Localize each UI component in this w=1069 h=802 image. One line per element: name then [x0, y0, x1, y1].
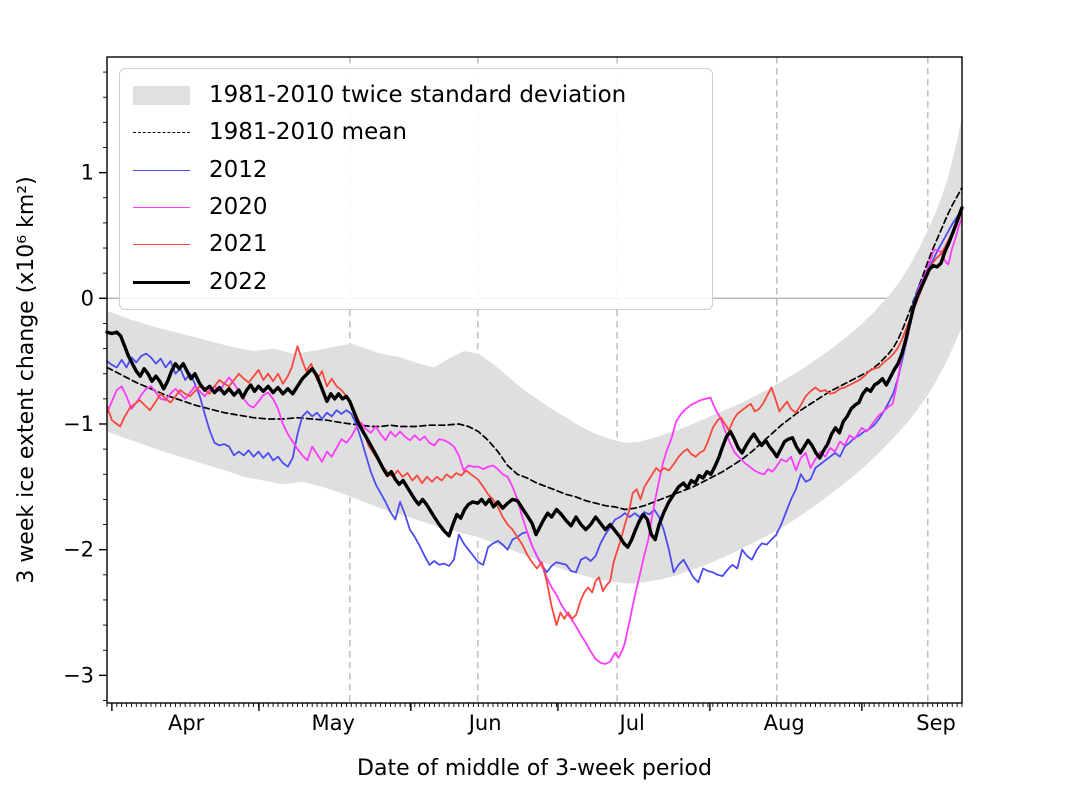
legend-label: 1981-2010 twice standard deviation	[209, 82, 627, 109]
line-swatch-icon	[133, 169, 190, 171]
y-axis-label: 3 week ice extent change (x10⁶ km²)	[14, 176, 39, 583]
y-tick-label: −1	[63, 412, 94, 436]
line-swatch-icon	[133, 207, 190, 209]
legend-label: 2020	[209, 194, 268, 221]
series-line-2021	[106, 209, 963, 626]
legend-row: 2022	[133, 265, 704, 299]
legend-swatch-graphic	[133, 207, 190, 209]
legend-row: 2012	[133, 153, 704, 187]
month-label-sep: Sep	[916, 711, 956, 735]
legend-label: 2021	[209, 231, 268, 258]
band-swatch-icon	[133, 86, 190, 106]
line-swatch-icon	[133, 280, 190, 284]
month-label-may: May	[311, 711, 354, 735]
month-label-jun: Jun	[467, 711, 502, 735]
plot-frame	[106, 56, 963, 704]
x-axis-label: Date of middle of 3-week period	[357, 756, 712, 781]
dashed-line-swatch-icon	[133, 132, 190, 134]
legend-swatch-graphic	[133, 86, 190, 106]
legend-swatch-graphic	[133, 132, 190, 134]
series-line-2020	[106, 217, 963, 665]
line-swatch-icon	[133, 244, 190, 246]
legend-row: 1981-2010 mean	[133, 116, 704, 150]
legend-label: 2012	[209, 156, 268, 183]
legend-swatch-graphic	[133, 280, 190, 284]
y-tick-label: 0	[81, 286, 94, 310]
legend-row: 1981-2010 twice standard deviation	[133, 79, 704, 113]
month-label-apr: Apr	[168, 711, 205, 735]
legend-swatch-graphic	[133, 169, 190, 171]
legend-swatch-graphic	[133, 244, 190, 246]
legend: 1981-2010 twice standard deviation 1981-2…	[119, 68, 713, 310]
legend-label: 2022	[209, 268, 268, 295]
month-label-aug: Aug	[764, 711, 805, 735]
legend-row: 2021	[133, 228, 704, 262]
y-tick-label: −2	[63, 538, 94, 562]
y-tick-label: 1	[81, 161, 94, 185]
y-tick-label: −3	[63, 663, 94, 687]
month-label-jul: Jul	[618, 711, 645, 735]
series-line-2022	[105, 206, 964, 549]
legend-label: 1981-2010 mean	[209, 119, 407, 146]
legend-row: 2020	[133, 191, 704, 225]
